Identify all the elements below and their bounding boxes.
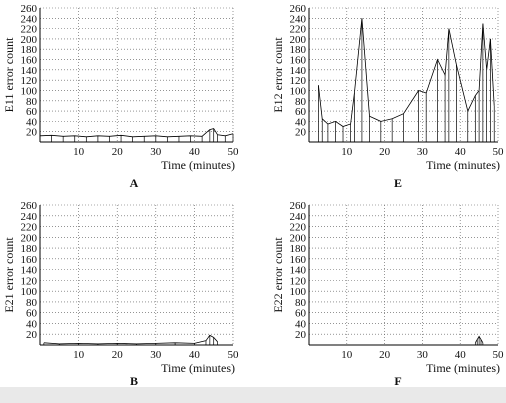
y-tick-label: 100 xyxy=(290,85,307,97)
x-tick-label: 30 xyxy=(417,146,429,158)
x-tick-label: 50 xyxy=(493,146,505,158)
y-tick-label: 240 xyxy=(21,211,38,223)
y-tick-label: 180 xyxy=(290,44,307,56)
y-tick-label: 220 xyxy=(290,24,307,36)
y-tick-label: 100 xyxy=(290,286,307,298)
y-tick-label: 60 xyxy=(26,106,38,118)
y-tick-label: 160 xyxy=(290,55,307,67)
y-tick-label: 60 xyxy=(26,308,38,320)
x-axis-label: Time (minutes) xyxy=(426,361,500,375)
y-tick-label: 120 xyxy=(21,75,38,87)
y-tick-label: 200 xyxy=(290,232,307,244)
x-axis-label: Time (minutes) xyxy=(161,361,235,375)
series-line xyxy=(318,18,495,127)
x-tick-label: 40 xyxy=(455,146,467,158)
x-axis-label: Time (minutes) xyxy=(161,158,235,172)
y-tick-label: 40 xyxy=(26,116,38,128)
y-tick-label: 100 xyxy=(21,85,38,97)
y-tick-label: 240 xyxy=(290,211,307,223)
y-tick-label: 160 xyxy=(21,55,38,67)
y-tick-label: 260 xyxy=(290,200,307,212)
y-tick-label: 140 xyxy=(21,265,38,277)
y-axis-label: E11 error count xyxy=(2,37,16,113)
panel-label: E xyxy=(394,176,402,190)
y-tick-label: 120 xyxy=(290,275,307,287)
y-axis-label: E21 error count xyxy=(2,237,16,313)
x-tick-label: 50 xyxy=(493,349,505,361)
y-tick-label: 100 xyxy=(21,286,38,298)
series-line xyxy=(39,128,234,138)
x-tick-label: 10 xyxy=(73,146,85,158)
y-tick-label: 200 xyxy=(21,232,38,244)
y-tick-label: 260 xyxy=(290,3,307,15)
y-tick-label: 240 xyxy=(290,13,307,25)
y-tick-label: 160 xyxy=(21,254,38,266)
x-tick-label: 30 xyxy=(150,146,162,158)
x-tick-label: 50 xyxy=(228,146,240,158)
y-tick-label: 120 xyxy=(290,75,307,87)
y-tick-label: 160 xyxy=(290,254,307,266)
y-axis-label: E12 error count xyxy=(271,37,285,113)
y-tick-label: 180 xyxy=(21,243,38,255)
x-axis-label: Time (minutes) xyxy=(426,158,500,172)
x-tick-label: 30 xyxy=(150,349,162,361)
x-tick-label: 20 xyxy=(112,146,124,158)
y-tick-label: 200 xyxy=(21,34,38,46)
y-tick-label: 40 xyxy=(295,116,307,128)
y-tick-label: 140 xyxy=(21,65,38,77)
y-tick-label: 60 xyxy=(295,308,307,320)
bottom-band xyxy=(0,387,506,403)
y-tick-label: 140 xyxy=(290,65,307,77)
x-tick-label: 20 xyxy=(379,146,391,158)
y-tick-label: 120 xyxy=(21,275,38,287)
y-tick-label: 80 xyxy=(295,297,307,309)
x-tick-label: 10 xyxy=(341,146,353,158)
x-tick-label: 20 xyxy=(379,349,391,361)
y-tick-label: 20 xyxy=(26,127,38,139)
y-tick-label: 260 xyxy=(21,3,38,15)
x-tick-label: 30 xyxy=(417,349,429,361)
x-tick-label: 10 xyxy=(73,349,85,361)
x-tick-label: 40 xyxy=(455,349,467,361)
panel-label: A xyxy=(130,176,139,190)
series-line xyxy=(43,334,218,345)
y-tick-label: 220 xyxy=(21,222,38,234)
y-tick-label: 260 xyxy=(21,200,38,212)
y-tick-label: 20 xyxy=(295,127,307,139)
panel-label: F xyxy=(394,374,401,388)
x-tick-label: 10 xyxy=(341,349,353,361)
y-tick-label: 200 xyxy=(290,34,307,46)
y-tick-label: 60 xyxy=(295,106,307,118)
y-tick-label: 220 xyxy=(21,24,38,36)
y-tick-label: 80 xyxy=(26,96,38,108)
y-tick-label: 80 xyxy=(295,96,307,108)
y-tick-label: 80 xyxy=(26,297,38,309)
x-tick-label: 20 xyxy=(112,349,124,361)
x-tick-label: 50 xyxy=(228,349,240,361)
y-tick-label: 40 xyxy=(26,318,38,330)
y-tick-label: 140 xyxy=(290,265,307,277)
y-tick-label: 220 xyxy=(290,222,307,234)
y-tick-label: 20 xyxy=(295,329,307,341)
y-tick-label: 40 xyxy=(295,318,307,330)
y-tick-label: 180 xyxy=(290,243,307,255)
y-axis-label: E22 error count xyxy=(271,237,285,313)
y-tick-label: 20 xyxy=(26,329,38,341)
y-tick-label: 180 xyxy=(21,44,38,56)
x-tick-label: 40 xyxy=(189,349,201,361)
x-tick-label: 40 xyxy=(189,146,201,158)
panel-label: B xyxy=(130,374,138,388)
y-tick-label: 240 xyxy=(21,13,38,25)
